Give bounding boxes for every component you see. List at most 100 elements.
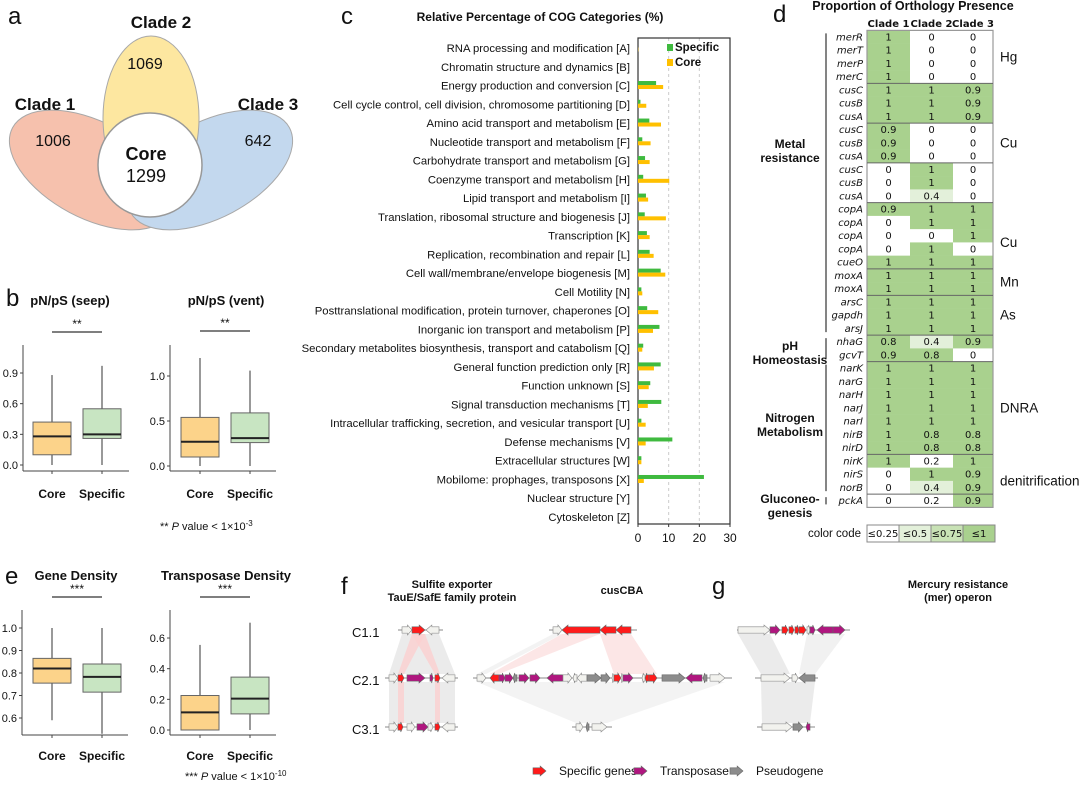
bar-specific	[638, 174, 644, 179]
cell-value: 1	[885, 403, 891, 414]
category-label: Mobilome: prophages, transposons [X]	[437, 474, 630, 486]
cell-value: 0	[970, 191, 976, 202]
cell-value: 1	[928, 271, 934, 282]
venn-clade1-label: Clade 1	[15, 95, 75, 114]
group-label: pH	[782, 339, 798, 353]
box-core	[180, 416, 220, 458]
row-label-c3: C3.1	[352, 722, 379, 737]
cell-value: 0.2	[924, 496, 940, 507]
legend-pseudogene-icon	[729, 765, 744, 777]
table-cell	[910, 414, 953, 429]
cell-value: 1	[928, 205, 934, 216]
table-cell	[953, 136, 993, 150]
bar-core	[638, 403, 648, 408]
panel-label-a: a	[8, 3, 22, 30]
table-cell	[953, 308, 993, 323]
category-label: Cytoskeleton [Z]	[548, 512, 630, 524]
gene-arrow	[791, 672, 799, 684]
cell-value: 1	[885, 85, 891, 96]
table-cell	[867, 401, 910, 415]
bar-core	[638, 235, 650, 240]
table-cell	[953, 56, 993, 71]
color-code-level: ≤0.75	[932, 529, 963, 540]
specific-gene-arrow	[599, 624, 617, 636]
cell-value: 1	[970, 390, 976, 401]
table-cell	[867, 467, 910, 482]
specific-gene-arrow	[644, 672, 650, 684]
panel-label-f: f	[341, 573, 348, 600]
cell-value: 0.9	[965, 470, 981, 481]
cell-value: 1	[970, 271, 976, 282]
specific-gene-arrow	[561, 624, 601, 636]
table-cell	[953, 494, 993, 508]
transposase-arrow	[518, 672, 530, 684]
venn-clade3-label: Clade 3	[238, 95, 298, 114]
cell-value: 1	[885, 32, 891, 43]
cell-value: 1	[885, 311, 891, 322]
color-code-level: ≤0.5	[903, 529, 927, 540]
table-cell	[910, 401, 953, 415]
x-tick-label: 10	[662, 531, 676, 545]
gene-arrow	[406, 721, 416, 733]
venn-clade2-value: 1069	[127, 56, 163, 73]
table-cell	[953, 295, 993, 309]
transposase-arrow	[816, 624, 834, 636]
table-cell	[867, 242, 910, 256]
table-cell	[953, 401, 993, 415]
specific-gene-arrow	[411, 624, 426, 636]
column-header: Clade 2	[911, 19, 953, 30]
table-cell	[867, 414, 910, 429]
transposase-arrow	[416, 721, 429, 733]
transposase-arrow	[622, 672, 634, 684]
y-tick-label: 0.0	[150, 461, 165, 473]
table-cell	[867, 374, 910, 389]
y-tick-label: 0.9	[2, 646, 17, 658]
cell-value: 1	[885, 297, 891, 308]
specific-gene-arrow	[615, 624, 632, 636]
table-cell	[910, 467, 953, 482]
gene-arrow	[709, 672, 726, 684]
table-cell	[953, 427, 993, 442]
cell-value: 1	[885, 284, 891, 295]
table-cell	[867, 348, 910, 362]
category-label: Nuclear structure [Y]	[527, 493, 630, 505]
bar-chart-title: Relative Percentage of COG Categories (%…	[417, 10, 664, 24]
gene-name: merR	[836, 32, 863, 43]
gene-arrow	[476, 672, 487, 684]
table-cell	[910, 255, 953, 270]
table-cell	[953, 348, 993, 362]
bar-core	[638, 422, 646, 427]
gene-name: cusC	[839, 85, 863, 96]
category-label: Function unknown [S]	[521, 381, 630, 393]
gene-arrow	[552, 624, 563, 636]
transposase-arrow	[685, 672, 703, 684]
cell-value: 1	[885, 324, 891, 335]
boxplot-6: Transposase Density 0.0 0.2 0.4 0.6 Core Speci…	[150, 568, 292, 763]
gene-name: copA	[838, 218, 863, 229]
cell-value: 0.9	[965, 85, 981, 96]
transposase-arrow	[805, 721, 811, 733]
cell-value: 1	[928, 364, 934, 375]
subgroup-label: Cu	[1000, 135, 1017, 150]
cell-value: 0.9	[881, 205, 897, 216]
table-cell	[953, 388, 993, 402]
cell-value: 1	[928, 470, 934, 481]
cell-value: 0	[885, 178, 891, 189]
bar-core	[638, 385, 649, 390]
gene-arrow	[575, 720, 584, 734]
table-cell	[953, 202, 993, 217]
cell-value: 1	[970, 403, 976, 414]
bar-specific	[638, 99, 641, 104]
specific-gene-arrow	[397, 672, 405, 684]
row-label-c1: C1.1	[352, 625, 379, 640]
table-cell	[867, 43, 910, 58]
y-tick-label: 0.9	[3, 368, 18, 380]
gene-name: cusA	[839, 152, 863, 163]
bar-core	[638, 478, 644, 483]
table-cell	[867, 109, 910, 124]
cell-value: 0.9	[881, 350, 897, 361]
specific-gene-arrow	[613, 671, 622, 685]
table-cell	[953, 361, 993, 376]
subgroup-label: Hg	[1000, 49, 1017, 64]
plot-frame	[637, 37, 731, 525]
